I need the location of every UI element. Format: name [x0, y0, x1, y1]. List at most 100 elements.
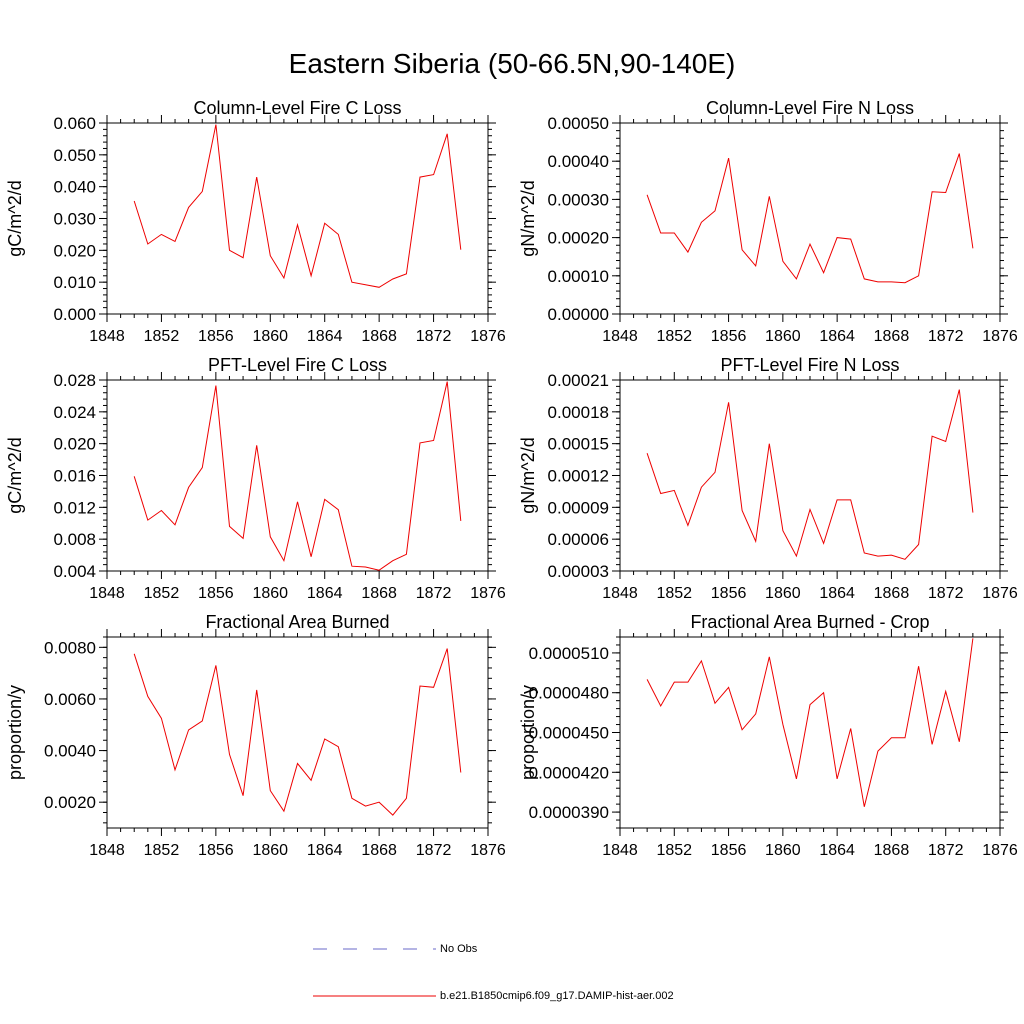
x-tick-label: 1848 [602, 842, 638, 859]
y-tick-label: 0.030 [53, 210, 96, 229]
x-tick-label: 1848 [89, 842, 125, 859]
x-tick-label: 1852 [656, 842, 692, 859]
panel-title: PFT-Level Fire C Loss [208, 355, 387, 375]
x-tick-label: 1852 [144, 585, 180, 602]
x-tick-label: 1868 [874, 585, 910, 602]
y-tick-label: 0.0000450 [529, 724, 609, 743]
chart-panel-3: PFT-Level Fire C Loss gC/m^2/d 1848 1852 185… [5, 355, 506, 602]
x-tick-label: 1868 [361, 328, 397, 345]
series-line [646, 389, 974, 560]
x-tick-label: 1876 [982, 328, 1018, 345]
x-tick-label: 1852 [656, 328, 692, 345]
x-tick-label: 1852 [656, 585, 692, 602]
chart-panel-4: PFT-Level Fire N Loss gN/m^2/d 1848 1852 185… [518, 355, 1018, 602]
x-tick-label: 1864 [819, 585, 855, 602]
x-tick-label: 1848 [602, 328, 638, 345]
y-tick-label: 0.00021 [548, 371, 609, 390]
x-tick-label: 1860 [252, 585, 288, 602]
y-tick-label: 0.016 [53, 467, 96, 486]
y-tick-label: 0.00000 [548, 305, 609, 324]
chart-panel-2: Column-Level Fire N Loss gN/m^2/d 1848 1852… [518, 98, 1018, 345]
x-tick-label: 1868 [361, 842, 397, 859]
x-tick-label: 1872 [928, 328, 964, 345]
x-tick-label: 1856 [711, 585, 747, 602]
y-axis-label: proportion/y [518, 685, 538, 780]
y-tick-label: 0.0080 [44, 638, 96, 657]
y-tick-label: 0.050 [53, 146, 96, 165]
x-tick-label: 1868 [874, 842, 910, 859]
plot-frame [106, 379, 489, 572]
y-tick-label: 0.00018 [548, 403, 609, 422]
y-tick-label: 0.040 [53, 178, 96, 197]
x-tick-label: 1872 [416, 842, 452, 859]
x-tick-label: 1876 [982, 585, 1018, 602]
series-line [133, 648, 462, 816]
x-tick-label: 1856 [198, 842, 234, 859]
x-tick-label: 1860 [765, 842, 801, 859]
legend [313, 948, 436, 997]
x-tick-label: 1860 [765, 585, 801, 602]
y-tick-label: 0.00030 [548, 190, 609, 209]
y-tick-label: 0.0000390 [529, 803, 609, 822]
x-tick-label: 1872 [928, 585, 964, 602]
plot-frame [619, 379, 1001, 572]
x-tick-label: 1876 [470, 585, 506, 602]
panel-title: Column-Level Fire C Loss [193, 98, 401, 118]
panel-title: Column-Level Fire N Loss [706, 98, 914, 118]
y-tick-label: 0.00012 [548, 467, 609, 486]
x-tick-label: 1872 [416, 585, 452, 602]
y-tick-label: 0.00009 [548, 498, 609, 517]
y-tick-label: 0.004 [53, 562, 96, 581]
y-axis-label: gC/m^2/d [5, 437, 25, 513]
y-tick-label: 0.00010 [548, 267, 609, 286]
panel-title: Fractional Area Burned - Crop [690, 612, 929, 632]
y-tick-label: 0.0000480 [529, 684, 609, 703]
panel-title: Fractional Area Burned [205, 612, 389, 632]
x-tick-label: 1860 [765, 328, 801, 345]
series-line [646, 153, 974, 284]
x-tick-label: 1864 [307, 585, 343, 602]
x-tick-label: 1864 [819, 328, 855, 345]
legend-label-no-obs: No Obs [440, 943, 478, 955]
y-tick-label: 0.008 [53, 530, 96, 549]
x-tick-label: 1856 [711, 328, 747, 345]
x-tick-label: 1876 [982, 842, 1018, 859]
x-tick-label: 1868 [361, 585, 397, 602]
y-tick-label: 0.00015 [548, 435, 609, 454]
x-tick-label: 1872 [416, 328, 452, 345]
y-tick-label: 0.0020 [44, 793, 96, 812]
plot-frame [106, 122, 489, 315]
chart-panel-6: Fractional Area Burned - Crop proportion/… [518, 612, 1018, 859]
y-tick-label: 0.060 [53, 114, 96, 133]
legend-label-model-run: b.e21.B1850cmip6.f09_g17.DAMIP-hist-aer.… [440, 990, 674, 1002]
x-tick-label: 1872 [928, 842, 964, 859]
x-tick-label: 1852 [144, 328, 180, 345]
y-tick-label: 0.0000420 [529, 763, 609, 782]
x-tick-label: 1860 [252, 842, 288, 859]
y-axis-label: proportion/y [5, 685, 25, 780]
chart-panel-1: Column-Level Fire C Loss gC/m^2/d 1848 1852… [5, 98, 506, 345]
y-tick-label: 0.010 [53, 273, 96, 292]
x-tick-label: 1868 [874, 328, 910, 345]
x-tick-label: 1852 [144, 842, 180, 859]
y-tick-label: 0.00003 [548, 562, 609, 581]
x-tick-label: 1856 [198, 585, 234, 602]
y-tick-label: 0.020 [53, 435, 96, 454]
y-tick-label: 0.0060 [44, 690, 96, 709]
y-tick-label: 0.00020 [548, 229, 609, 248]
y-tick-label: 0.0040 [44, 742, 96, 761]
y-tick-label: 0.00040 [548, 152, 609, 171]
y-tick-label: 0.000 [53, 305, 96, 324]
y-tick-label: 0.012 [53, 498, 96, 517]
plot-frame [619, 636, 1001, 829]
x-tick-label: 1848 [602, 585, 638, 602]
y-tick-label: 0.00050 [548, 114, 609, 133]
y-axis-label: gC/m^2/d [5, 180, 25, 256]
x-tick-label: 1876 [470, 328, 506, 345]
y-tick-label: 0.024 [53, 403, 96, 422]
y-tick-label: 0.020 [53, 241, 96, 260]
x-tick-label: 1856 [711, 842, 747, 859]
panel-title: PFT-Level Fire N Loss [720, 355, 899, 375]
x-tick-label: 1856 [198, 328, 234, 345]
